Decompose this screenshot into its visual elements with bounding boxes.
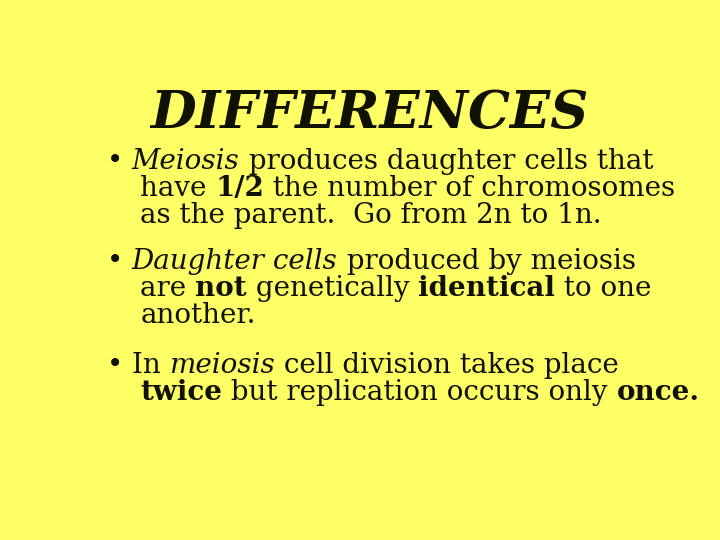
Text: Meiosis: Meiosis [132, 148, 240, 175]
Text: but replication occurs only: but replication occurs only [222, 379, 616, 406]
Text: •: • [107, 248, 132, 275]
Text: DIFFERENCES: DIFFERENCES [150, 87, 588, 139]
Text: twice: twice [140, 379, 222, 406]
Text: In: In [132, 352, 169, 379]
Text: identical: identical [418, 275, 555, 302]
Text: produced by meiosis: produced by meiosis [338, 248, 636, 275]
Text: 1/2: 1/2 [215, 175, 264, 202]
Text: as the parent.  Go from 2n to 1n.: as the parent. Go from 2n to 1n. [140, 202, 602, 229]
Text: •: • [107, 352, 132, 379]
Text: meiosis: meiosis [169, 352, 275, 379]
Text: Daughter cells: Daughter cells [132, 248, 338, 275]
Text: to one: to one [555, 275, 652, 302]
Text: have: have [140, 175, 215, 202]
Text: the number of chromosomes: the number of chromosomes [264, 175, 675, 202]
Text: another.: another. [140, 302, 256, 329]
Text: genetically: genetically [247, 275, 418, 302]
Text: produces daughter cells that: produces daughter cells that [240, 148, 653, 175]
Text: once.: once. [616, 379, 700, 406]
Text: are: are [140, 275, 195, 302]
Text: not: not [195, 275, 247, 302]
Text: •: • [107, 148, 132, 175]
Text: cell division takes place: cell division takes place [275, 352, 619, 379]
